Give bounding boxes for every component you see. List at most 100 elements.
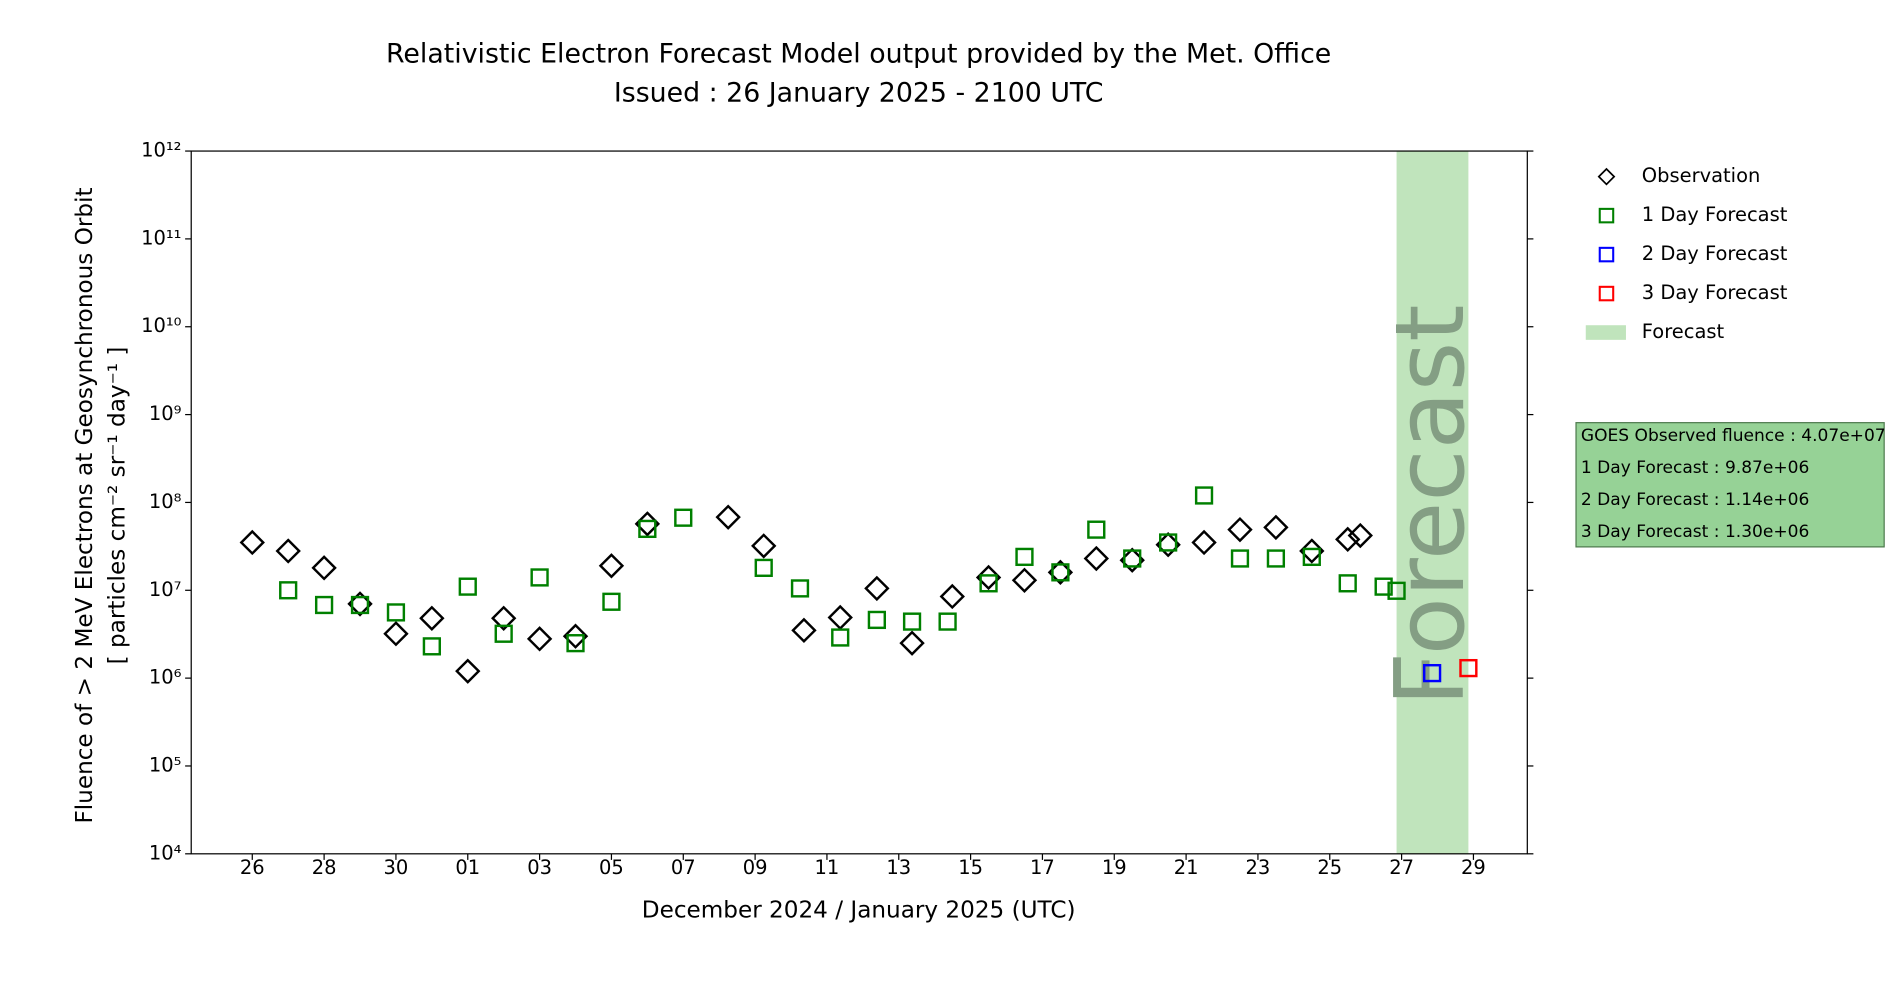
diamond-marker xyxy=(562,623,589,649)
diamond-marker xyxy=(1347,522,1373,549)
y-tick-label: 10⁶ xyxy=(149,666,182,689)
x-tick-label: 19 xyxy=(1102,856,1127,879)
y-tick-label: 10¹¹ xyxy=(141,226,181,249)
diamond-marker xyxy=(383,621,409,647)
square-marker xyxy=(979,574,998,593)
square-marker xyxy=(602,592,621,611)
square-marker xyxy=(1230,549,1250,568)
legend-marker xyxy=(1598,207,1615,224)
x-tick-label: 27 xyxy=(1389,856,1414,879)
chart-title: Relativistic Electron Forecast Model out… xyxy=(386,38,1331,69)
diamond-marker xyxy=(1011,567,1038,593)
x-tick-label: 30 xyxy=(384,856,409,879)
legend-label: Observation xyxy=(1642,164,1761,187)
square-marker xyxy=(458,577,477,596)
info-text: GOES Observed fluence : 4.07e+07 xyxy=(1581,426,1886,446)
square-marker xyxy=(279,581,298,600)
x-tick-label: 28 xyxy=(312,856,337,879)
diamond-marker xyxy=(827,604,853,631)
square-marker xyxy=(1159,533,1178,552)
info-text: 3 Day Forecast : 1.30e+06 xyxy=(1581,522,1809,542)
diamond-marker xyxy=(864,575,890,602)
diamond-marker xyxy=(239,529,265,556)
x-tick-label: 13 xyxy=(886,856,911,879)
square-marker xyxy=(831,628,850,647)
square-marker xyxy=(867,610,886,630)
x-tick-label: 01 xyxy=(455,856,480,879)
square-marker xyxy=(1374,577,1393,596)
forecast-annotation: Forecast xyxy=(1376,304,1486,706)
diamond-marker xyxy=(455,658,481,684)
legend-label: 3 Day Forecast xyxy=(1642,281,1788,304)
y-axis-label: Fluence of > 2 MeV Electrons at Geosynch… xyxy=(72,187,98,823)
x-tick-label: 23 xyxy=(1246,856,1271,879)
diamond-marker xyxy=(1263,514,1289,541)
y-tick-label: 10¹⁰ xyxy=(141,314,182,337)
info-text: 2 Day Forecast : 1.14e+06 xyxy=(1581,490,1809,510)
x-tick-label: 05 xyxy=(599,856,624,879)
x-tick-label: 29 xyxy=(1461,856,1486,879)
square-marker xyxy=(566,634,585,653)
diamond-marker xyxy=(311,555,337,581)
square-marker xyxy=(530,568,549,587)
square-marker xyxy=(350,595,370,615)
x-tick-label: 21 xyxy=(1174,856,1199,879)
square-marker xyxy=(1338,574,1357,593)
diamond-marker xyxy=(1299,538,1325,564)
x-tick-label: 26 xyxy=(240,856,265,879)
square-marker xyxy=(1302,547,1321,567)
square-marker xyxy=(314,595,334,615)
diamond-marker xyxy=(939,583,965,610)
square-marker xyxy=(902,612,922,631)
diamond-marker xyxy=(791,617,817,644)
legend-marker xyxy=(1598,246,1615,263)
plot-frame xyxy=(190,150,1528,855)
y-axis-label: [ particles cm⁻² sr⁻¹ day⁻¹ ] xyxy=(105,347,131,665)
x-tick-label: 15 xyxy=(958,856,983,879)
diamond-marker xyxy=(1335,526,1361,553)
info-box xyxy=(1575,422,1885,548)
square-marker xyxy=(1051,563,1070,582)
diamond-marker xyxy=(1191,529,1217,556)
legend-marker xyxy=(1598,285,1615,302)
diamond-marker xyxy=(526,626,553,652)
diamond-marker xyxy=(275,538,301,564)
x-tick-label: 11 xyxy=(815,856,840,879)
square-marker xyxy=(1015,547,1034,567)
square-marker xyxy=(1422,663,1442,683)
square-marker xyxy=(790,579,810,598)
diamond-marker xyxy=(491,605,517,631)
square-marker xyxy=(674,508,693,527)
legend-label: 2 Day Forecast xyxy=(1642,242,1788,265)
square-marker xyxy=(386,603,406,622)
square-marker xyxy=(754,558,773,577)
square-marker xyxy=(1087,520,1106,539)
chart-subtitle: Issued : 26 January 2025 - 2100 UTC xyxy=(614,77,1104,108)
square-marker xyxy=(494,624,513,643)
square-marker xyxy=(938,612,957,631)
diamond-marker xyxy=(975,564,1002,591)
y-tick-label: 10¹² xyxy=(141,139,181,162)
square-marker xyxy=(1387,581,1406,600)
square-marker xyxy=(1194,486,1214,505)
diamond-marker xyxy=(751,533,777,559)
y-tick-label: 10⁷ xyxy=(149,578,182,601)
square-marker xyxy=(1123,549,1142,568)
legend-label: Forecast xyxy=(1642,320,1725,343)
y-tick-label: 10⁴ xyxy=(149,841,182,864)
x-tick-label: 07 xyxy=(671,856,696,879)
y-tick-label: 10⁹ xyxy=(149,402,182,425)
square-marker xyxy=(638,519,657,539)
diamond-marker xyxy=(715,504,741,530)
info-text: 1 Day Forecast : 9.87e+06 xyxy=(1581,458,1809,478)
x-tick-label: 03 xyxy=(527,856,552,879)
y-tick-label: 10⁸ xyxy=(149,490,182,513)
x-tick-label: 25 xyxy=(1317,856,1342,879)
diamond-marker xyxy=(598,553,625,579)
square-marker xyxy=(1459,658,1478,678)
square-marker xyxy=(422,637,441,656)
legend-label: 1 Day Forecast xyxy=(1642,203,1788,226)
legend-marker xyxy=(1597,167,1616,186)
